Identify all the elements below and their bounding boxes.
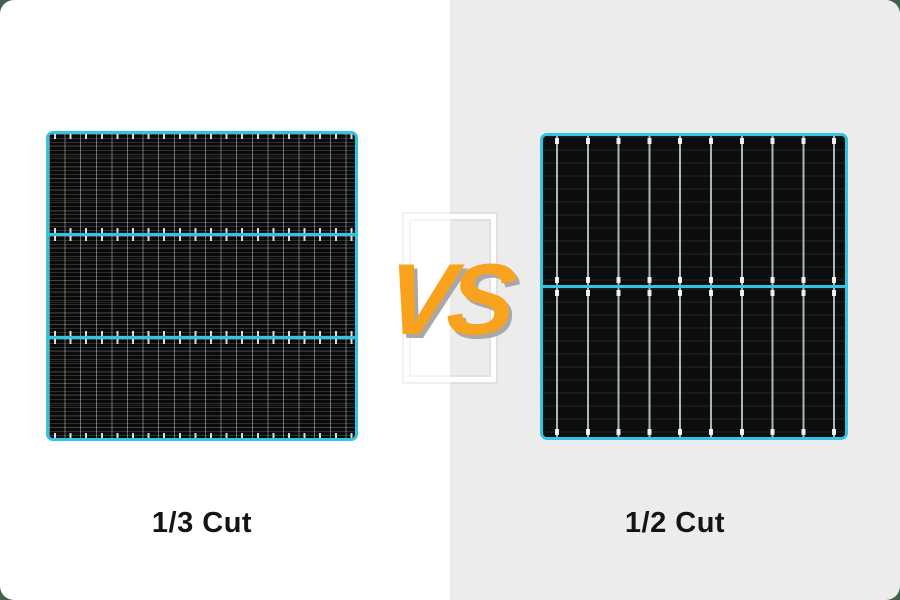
solar-panel-one-third-cut (46, 131, 358, 441)
panel-divider (49, 335, 355, 339)
solar-panel-half-cut (540, 133, 848, 440)
panel-section (543, 136, 845, 285)
half-cut-label: 1/2 Cut (624, 507, 726, 539)
panel-divider (543, 285, 845, 288)
vs-frame-rectangle (404, 214, 496, 382)
panel-divider (49, 233, 355, 237)
panel-section (543, 288, 845, 437)
left-half-background: 1/3 Cut (0, 0, 450, 600)
panel-section (49, 236, 355, 336)
panel-section (49, 338, 355, 438)
vs-label: VS (380, 244, 516, 356)
panel-section (49, 134, 355, 234)
right-half-background: 1/2 Cut (450, 0, 900, 600)
one-third-cut-label: 1/3 Cut (151, 507, 253, 539)
